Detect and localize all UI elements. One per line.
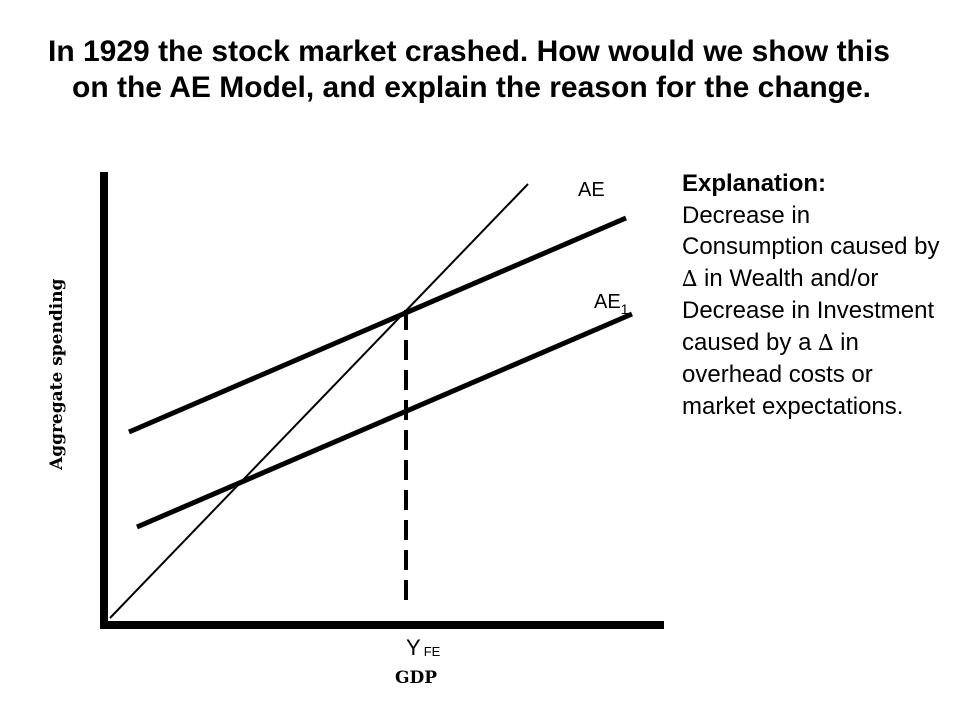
explanation-heading: Explanation: — [682, 170, 827, 197]
x-axis-label: GDP — [395, 668, 437, 688]
ae-label: AE — [578, 179, 605, 201]
slide-title: In 1929 the stock market crashed. How wo… — [48, 35, 890, 104]
delta-symbol: ∆ — [682, 266, 698, 292]
ae1-label: AE1 — [594, 291, 629, 317]
ae-curve — [128, 215, 627, 435]
ae1-curve — [136, 311, 633, 530]
explanation-box: Explanation: Decrease in Consumption cau… — [682, 168, 942, 422]
delta-symbol: ∆ — [818, 330, 834, 356]
explanation-text: Decrease in Consumption caused by ∆ in W… — [682, 201, 940, 420]
forty-five-degree-line — [109, 183, 529, 619]
yfe-label: Y FE — [406, 635, 441, 660]
y-axis-label: Aggregate spending — [47, 278, 67, 471]
